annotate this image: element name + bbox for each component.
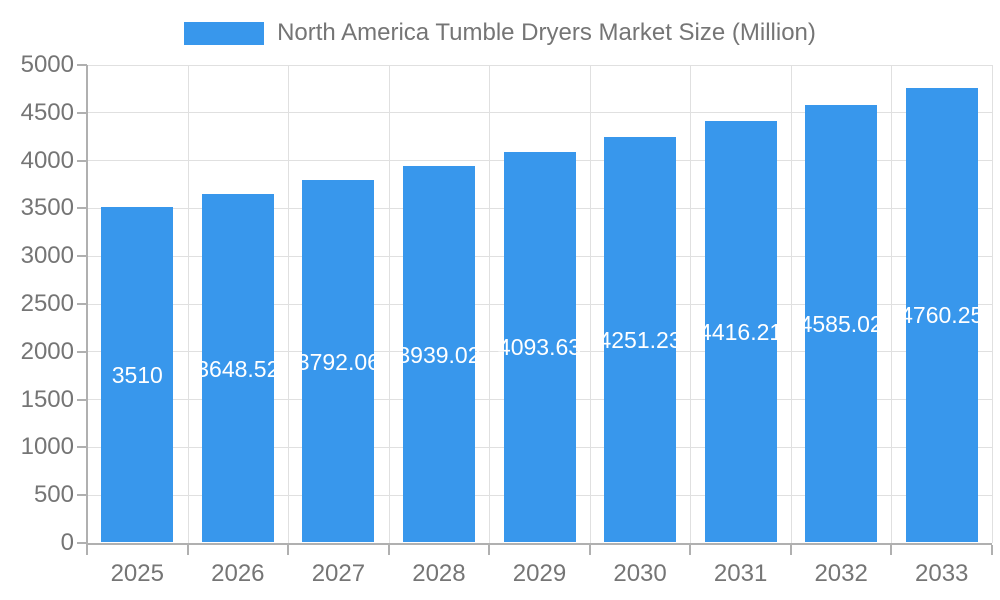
bar-2030[interactable] — [604, 136, 677, 542]
y-axis-tick-label: 5000 — [20, 51, 74, 78]
x-tick-mark — [991, 545, 993, 555]
y-axis-tick-label: 1000 — [20, 433, 74, 461]
h-gridline — [87, 64, 992, 66]
x-tick-mark — [890, 545, 893, 555]
v-gridline — [388, 65, 390, 543]
bar-2028[interactable] — [402, 166, 475, 542]
x-axis-tick-label: 2031 — [713, 560, 768, 587]
y-axis-tick-label: 3500 — [20, 194, 74, 222]
y-tick-mark — [77, 494, 87, 497]
x-tick-mark — [186, 545, 189, 555]
y-axis-tick-label: 4000 — [20, 146, 74, 174]
bar-2031[interactable] — [704, 120, 777, 542]
y-tick-mark — [77, 542, 87, 544]
bar-2032[interactable] — [805, 104, 878, 542]
legend[interactable]: North America Tumble Dryers Market Size … — [0, 19, 1000, 47]
x-tick-mark — [588, 545, 591, 555]
x-tick-mark — [689, 545, 692, 555]
x-axis-tick-label: 2030 — [613, 560, 667, 587]
y-axis-tick-label: 2000 — [20, 337, 74, 365]
bar-2027[interactable] — [302, 180, 375, 542]
x-axis-tick-label: 2025 — [110, 560, 164, 587]
x-axis-tick-label: 2033 — [915, 560, 969, 587]
bar-2029[interactable] — [503, 151, 576, 542]
x-axis-tick-label: 2028 — [412, 560, 466, 587]
y-tick-mark — [77, 446, 87, 449]
x-axis-tick-label: 2029 — [512, 560, 567, 587]
legend-swatch-icon — [184, 21, 265, 45]
x-tick-mark — [387, 545, 390, 555]
y-axis-tick-label: 3000 — [20, 242, 74, 270]
x-axis-tick-label: 2027 — [311, 560, 366, 587]
y-tick-mark — [77, 303, 87, 305]
y-axis-tick-label: 1500 — [20, 385, 74, 413]
y-axis-tick-label: 4500 — [20, 98, 74, 126]
y-tick-mark — [77, 207, 87, 210]
legend-label: North America Tumble Dryers Market Size … — [277, 19, 816, 46]
v-gridline — [891, 65, 893, 543]
y-tick-mark — [77, 350, 87, 353]
v-gridline — [790, 65, 792, 543]
x-tick-mark — [287, 545, 290, 555]
y-tick-mark — [77, 159, 87, 162]
bar-2026[interactable] — [201, 194, 274, 542]
bar-2025[interactable] — [101, 207, 174, 542]
v-gridline — [589, 65, 591, 543]
y-axis-tick-label: 500 — [33, 481, 74, 509]
y-tick-mark — [77, 255, 87, 258]
v-gridline — [992, 65, 993, 543]
x-axis-line — [87, 543, 992, 545]
v-gridline — [690, 65, 692, 543]
v-gridline — [489, 65, 491, 543]
v-gridline — [187, 65, 189, 543]
bar-2033[interactable] — [905, 87, 978, 542]
y-tick-mark — [77, 398, 87, 401]
x-axis-tick-label: 2026 — [211, 560, 265, 587]
v-gridline — [288, 65, 290, 543]
x-tick-mark — [86, 545, 88, 555]
x-axis-tick-label: 2032 — [814, 560, 868, 587]
y-axis-tick-label: 2500 — [20, 290, 74, 317]
x-tick-mark — [789, 545, 792, 555]
h-gridline — [87, 112, 992, 114]
y-tick-mark — [77, 111, 87, 114]
y-axis-tick-label: 0 — [60, 529, 74, 556]
y-tick-mark — [77, 64, 87, 66]
y-axis-line — [86, 65, 88, 553]
x-tick-mark — [488, 545, 491, 555]
